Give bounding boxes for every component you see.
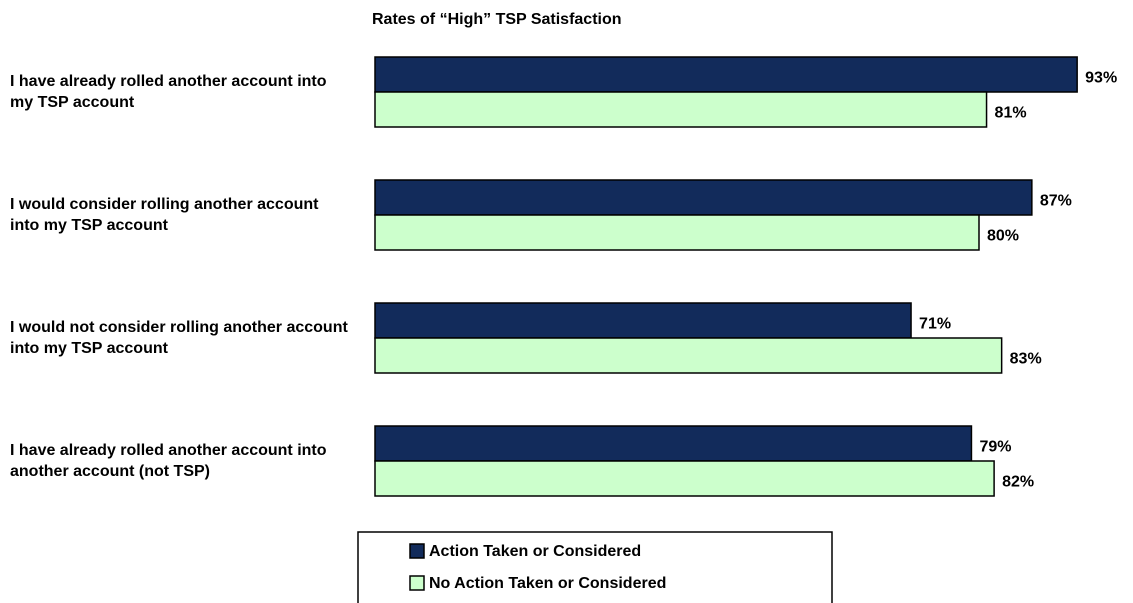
bar [374, 302, 912, 339]
bar [374, 214, 980, 251]
bar [374, 91, 988, 128]
legend-swatch [409, 575, 425, 591]
category-label: I have already rolled another account in… [10, 442, 327, 480]
bar [374, 179, 1033, 216]
bar [374, 337, 1003, 374]
chart-title: Rates of “High” TSP Satisfaction [372, 11, 622, 28]
value-label: 79% [979, 439, 1011, 456]
legend-label: No Action Taken or Considered [429, 575, 666, 592]
value-label: 83% [1010, 351, 1042, 368]
bar [374, 460, 995, 497]
value-label: 87% [1040, 193, 1072, 210]
value-label: 80% [987, 228, 1019, 245]
category-label: I would consider rolling another account… [10, 196, 319, 234]
value-label: 71% [919, 316, 951, 333]
value-label: 93% [1085, 70, 1117, 87]
value-label: 81% [995, 105, 1027, 122]
bar [374, 425, 973, 462]
legend-box [357, 531, 833, 603]
bar [374, 56, 1078, 93]
legend-swatch [409, 543, 425, 559]
category-label: I would not consider rolling another acc… [10, 319, 348, 357]
legend-label: Action Taken or Considered [429, 543, 641, 560]
category-label: I have already rolled another account in… [10, 73, 327, 111]
value-label: 82% [1002, 474, 1034, 491]
